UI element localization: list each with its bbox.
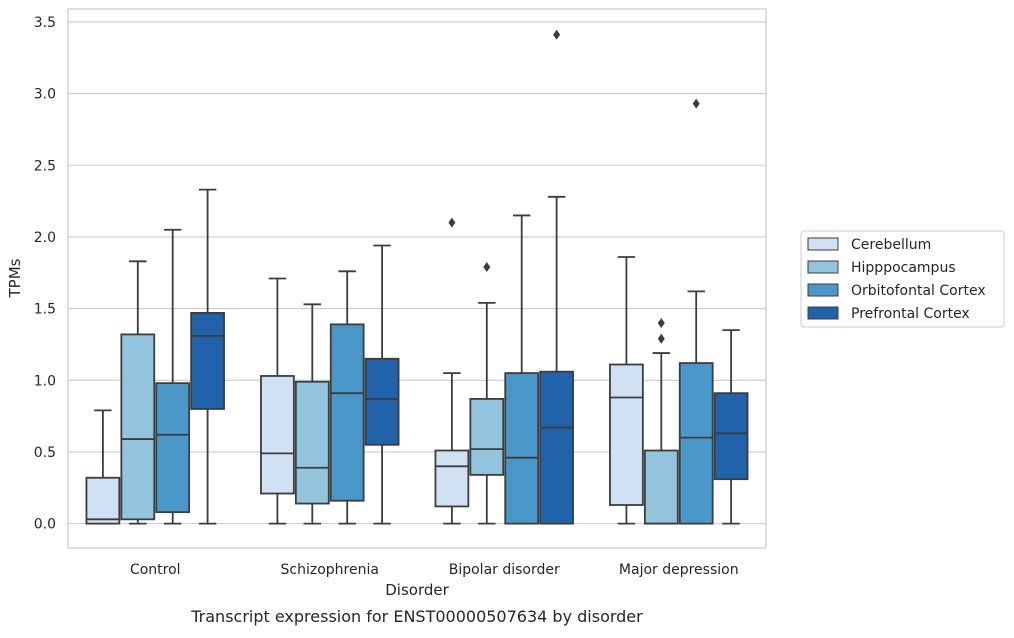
y-tick-label-4: 2.0 bbox=[34, 230, 56, 246]
box-body bbox=[504, 372, 540, 525]
y-tick-label-6: 3.0 bbox=[34, 87, 56, 103]
plot-frame bbox=[67, 8, 767, 549]
box-2-0 bbox=[155, 228, 191, 525]
y-tick-label-7: 3.5 bbox=[34, 15, 56, 31]
box-2-3 bbox=[678, 98, 714, 525]
box-0-2 bbox=[434, 217, 470, 525]
box-body bbox=[609, 363, 644, 506]
y-tick-label-0: 0.0 bbox=[34, 517, 56, 533]
x-axis-label: Disorder bbox=[385, 581, 449, 599]
x-tick-label-2: Bipolar disorder bbox=[449, 562, 560, 578]
x-tick-label-1: Schizophrenia bbox=[281, 562, 379, 578]
box-body bbox=[155, 382, 191, 514]
box-layer bbox=[85, 29, 749, 525]
outlier-point-0 bbox=[483, 262, 491, 273]
y-axis-label: TPMs bbox=[6, 258, 24, 298]
outlier-point-1 bbox=[657, 317, 665, 328]
y-tick-labels: 0.0 0.5 1.0 1.5 2.0 2.5 3.0 3.5 bbox=[34, 15, 56, 533]
box-body bbox=[643, 449, 679, 525]
legend-label-2: Orbitofontal Cortex bbox=[851, 283, 986, 299]
y-tick-label-2: 1.0 bbox=[34, 373, 56, 389]
box-body bbox=[469, 398, 505, 476]
box-1-0 bbox=[120, 260, 156, 525]
box-body bbox=[539, 370, 574, 525]
legend-swatch-1 bbox=[807, 260, 839, 274]
legend-label-3: Prefrontal Cortex bbox=[851, 306, 970, 322]
x-tick-labels: Control Schizophrenia Bipolar disorder Majo… bbox=[130, 562, 739, 578]
box-body bbox=[434, 449, 470, 508]
legend-swatch-2 bbox=[807, 283, 839, 297]
box-body bbox=[713, 392, 749, 481]
box-3-1 bbox=[364, 244, 400, 525]
box-0-3 bbox=[609, 256, 644, 525]
outlier-point-0 bbox=[553, 29, 561, 40]
x-tick-label-0: Control bbox=[130, 562, 181, 578]
box-0-1 bbox=[260, 277, 295, 525]
box-body bbox=[678, 362, 714, 525]
outlier-point-0 bbox=[657, 333, 665, 344]
y-tick-label-3: 1.5 bbox=[34, 302, 56, 318]
box-1-3 bbox=[643, 317, 679, 525]
box-body bbox=[190, 312, 225, 410]
x-tick-label-3: Major depression bbox=[619, 562, 739, 578]
box-2-2 bbox=[504, 214, 540, 525]
legend-swatch-3 bbox=[807, 306, 839, 320]
box-3-0 bbox=[190, 188, 225, 525]
y-tick-label-1: 0.5 bbox=[34, 445, 56, 461]
box-3-3 bbox=[713, 329, 749, 525]
figure-caption: Transcript expression for ENST0000050763… bbox=[190, 607, 643, 626]
outlier-point-0 bbox=[692, 98, 700, 109]
legend-frame bbox=[800, 230, 1005, 328]
box-body bbox=[85, 476, 121, 525]
box-body bbox=[120, 333, 156, 521]
y-tick-label-5: 2.5 bbox=[34, 158, 56, 174]
box-body bbox=[294, 380, 330, 505]
box-0-0 bbox=[85, 409, 121, 525]
legend: Cerebellum Hipppocampus Orbitofontal Corte… bbox=[800, 230, 1005, 328]
box-body bbox=[329, 323, 365, 502]
box-1-1 bbox=[294, 303, 330, 525]
box-3-2 bbox=[539, 29, 574, 525]
legend-label-1: Hipppocampus bbox=[851, 260, 956, 276]
legend-label-0: Cerebellum bbox=[851, 237, 931, 253]
box-body bbox=[364, 357, 400, 446]
legend-swatch-0 bbox=[807, 237, 839, 251]
box-body bbox=[260, 375, 295, 495]
outlier-point-0 bbox=[448, 217, 456, 228]
box-1-2 bbox=[469, 262, 505, 525]
box-2-1 bbox=[329, 270, 365, 525]
